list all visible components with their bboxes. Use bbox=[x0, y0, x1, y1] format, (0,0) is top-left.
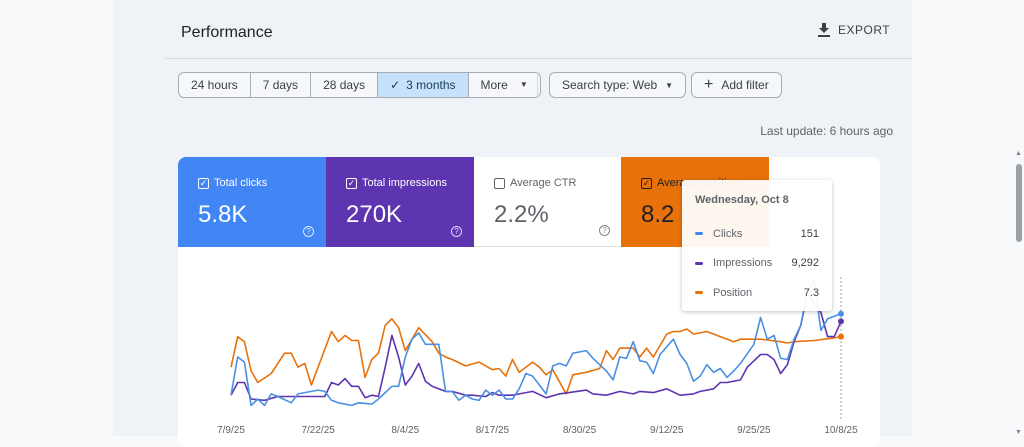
date-range-3-months[interactable]: ✓ 3 months bbox=[378, 73, 469, 97]
metric-total-impressions[interactable]: ✓ Total impressions 270K? bbox=[326, 157, 474, 247]
hover-point-clicks bbox=[838, 310, 844, 317]
metric-label: Average CTR bbox=[510, 177, 577, 189]
metric-label: Total clicks bbox=[214, 177, 268, 189]
x-tick-label: 8/17/25 bbox=[476, 425, 510, 436]
x-tick-label: 9/25/25 bbox=[737, 425, 771, 436]
metric-value: 2.2% bbox=[494, 201, 549, 228]
date-range-7-days[interactable]: 7 days bbox=[251, 73, 312, 97]
add-filter-button[interactable]: + Add filter bbox=[691, 72, 782, 98]
filter-separator bbox=[537, 72, 538, 98]
date-range-more[interactable]: More ▼ bbox=[469, 73, 540, 97]
dropdown-arrow-icon: ▼ bbox=[519, 80, 528, 89]
search-type-dropdown[interactable]: Search type: Web ▼ bbox=[549, 72, 687, 98]
tooltip-label: Impressions bbox=[713, 257, 773, 270]
scrollbar[interactable]: ▲ ▼ bbox=[1013, 150, 1024, 436]
metric-value: 270K bbox=[346, 201, 403, 228]
add-filter-label: Add filter bbox=[721, 78, 769, 92]
tooltip-label: Clicks bbox=[713, 227, 743, 240]
tooltip-row-clicks: Clicks 151 bbox=[695, 219, 819, 249]
x-tick-label: 10/8/25 bbox=[824, 425, 858, 436]
help-icon[interactable]: ? bbox=[303, 226, 314, 237]
x-tick-label: 7/9/25 bbox=[217, 425, 245, 436]
help-icon[interactable]: ? bbox=[599, 225, 610, 236]
hover-point-impressions bbox=[838, 318, 844, 325]
tooltip-label: Position bbox=[713, 286, 753, 299]
check-icon: ✓ bbox=[390, 78, 401, 92]
dropdown-arrow-icon: ▼ bbox=[665, 80, 674, 90]
date-range-24-hours[interactable]: 24 hours bbox=[179, 73, 251, 97]
metric-label: Total impressions bbox=[362, 177, 447, 189]
tooltip-value: 7.3 bbox=[803, 286, 819, 299]
series-line-position bbox=[230, 318, 842, 395]
tooltip-value: 151 bbox=[800, 227, 819, 240]
tooltip-row-impressions: Impressions 9,292 bbox=[695, 249, 819, 279]
checkbox-checked-icon[interactable]: ✓ bbox=[641, 177, 652, 189]
date-range-label: 3 months bbox=[406, 78, 456, 92]
export-label: EXPORT bbox=[838, 23, 891, 37]
x-tick-label: 7/22/25 bbox=[301, 425, 335, 436]
x-tick-label: 8/30/25 bbox=[563, 425, 597, 436]
scroll-up-icon[interactable]: ▲ bbox=[1015, 150, 1022, 157]
export-button[interactable]: EXPORT bbox=[818, 23, 890, 37]
search-type-label: Search type: Web bbox=[562, 78, 658, 92]
metric-total-clicks[interactable]: ✓ Total clicks 5.8K? bbox=[178, 157, 326, 247]
download-icon bbox=[818, 23, 830, 37]
scroll-down-icon[interactable]: ▼ bbox=[1015, 429, 1022, 436]
metric-average-ctr[interactable]: Average CTR 2.2%? bbox=[474, 157, 622, 247]
checkbox-checked-icon[interactable]: ✓ bbox=[198, 177, 209, 189]
metric-value: 5.8K bbox=[198, 201, 248, 228]
checkbox-checked-icon[interactable]: ✓ bbox=[346, 177, 357, 189]
plus-icon: + bbox=[704, 76, 714, 93]
tooltip-value: 9,292 bbox=[791, 257, 819, 270]
x-tick-label: 9/12/25 bbox=[650, 425, 684, 436]
tooltip-date: Wednesday, Oct 8 bbox=[695, 194, 789, 206]
more-label: More bbox=[480, 78, 508, 92]
tooltip-row-position: Position 7.3 bbox=[695, 278, 819, 308]
series-line-clicks bbox=[230, 279, 842, 407]
hover-point-position bbox=[838, 333, 844, 340]
last-update-text: Last update: 6 hours ago bbox=[760, 124, 893, 138]
impressions-swatch-icon bbox=[695, 261, 703, 265]
metric-value: 8.2 bbox=[641, 201, 675, 228]
x-tick-label: 8/4/25 bbox=[391, 425, 419, 436]
date-range-selector: 24 hours 7 days 28 days ✓ 3 months More ▼ bbox=[178, 72, 541, 98]
checkbox-unchecked-icon[interactable] bbox=[494, 177, 505, 189]
chart-tooltip: Wednesday, Oct 8 Clicks 151 Impressions 9,… bbox=[682, 180, 832, 311]
help-icon[interactable]: ? bbox=[451, 226, 462, 237]
divider bbox=[165, 58, 912, 59]
series-line-impressions bbox=[230, 292, 842, 402]
clicks-swatch-icon bbox=[695, 232, 703, 236]
date-range-28-days[interactable]: 28 days bbox=[311, 73, 379, 97]
position-swatch-icon bbox=[695, 291, 703, 295]
page-title: Performance bbox=[181, 24, 273, 41]
performance-line-chart[interactable]: 7/9/25 7/22/25 8/4/25 8/17/25 8/30/25 9/12/25… bbox=[178, 247, 880, 447]
scrollbar-thumb[interactable] bbox=[1016, 164, 1022, 242]
